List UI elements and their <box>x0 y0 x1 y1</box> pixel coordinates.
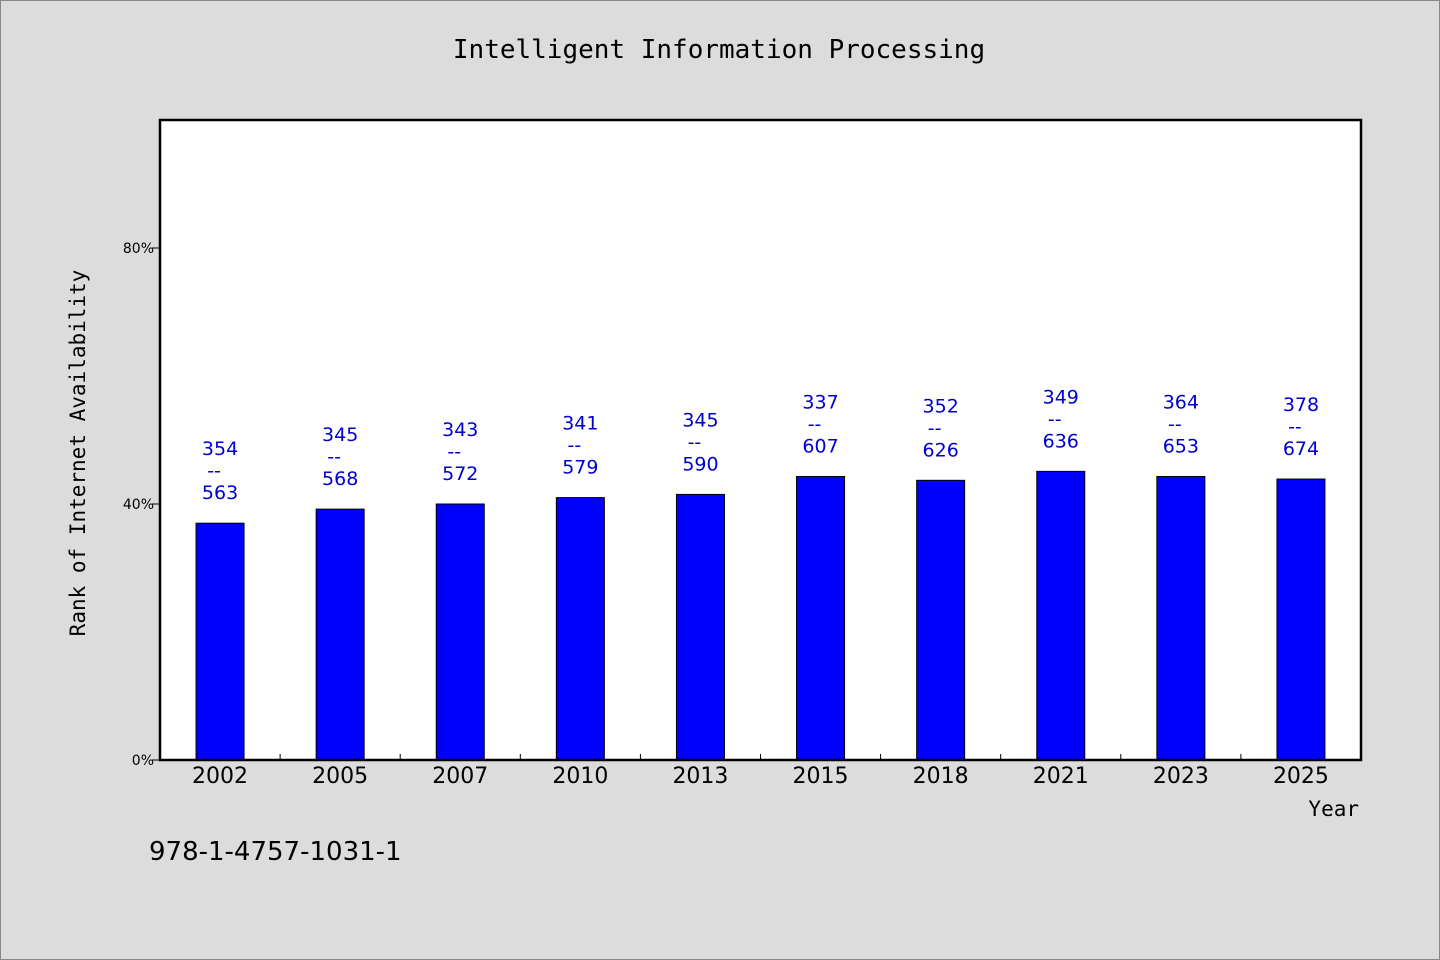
bar-2025 <box>1276 478 1326 761</box>
data-label-bottom-2021: 636 <box>1043 430 1079 452</box>
data-label-separator: -- <box>207 460 221 482</box>
y-tick-label: 80% <box>123 241 154 257</box>
x-axis-label: Year <box>1308 797 1359 821</box>
y-tick-label: 40% <box>123 497 154 513</box>
data-label-separator: -- <box>1168 413 1182 435</box>
data-label-top-2010: 341 <box>562 413 598 435</box>
data-label-top-2002: 354 <box>202 438 238 460</box>
x-tick-label-2023: 2023 <box>1153 764 1209 789</box>
x-tick-label-2005: 2005 <box>312 764 368 789</box>
x-tick-label-2010: 2010 <box>552 764 608 789</box>
x-tick-label-2002: 2002 <box>192 764 248 789</box>
data-label-top-2015: 337 <box>802 391 838 413</box>
data-label-bottom-2015: 607 <box>802 435 838 457</box>
data-label-top-2018: 352 <box>923 395 959 417</box>
data-label-separator: -- <box>928 417 942 439</box>
data-label-bottom-2013: 590 <box>682 453 718 475</box>
data-label-bottom-2005: 568 <box>322 468 358 490</box>
data-label-separator: -- <box>1288 416 1302 438</box>
data-label-top-2025: 378 <box>1283 394 1319 416</box>
data-label-separator: -- <box>688 431 702 453</box>
data-label-separator: -- <box>1048 408 1062 430</box>
data-label-bottom-2025: 674 <box>1283 438 1319 460</box>
data-label-bottom-2023: 653 <box>1163 435 1199 457</box>
x-tick-label-2018: 2018 <box>913 764 969 789</box>
chart-title: Intelligent Information Processing <box>452 35 986 65</box>
data-label-top-2021: 349 <box>1043 386 1079 408</box>
x-tick-label-2007: 2007 <box>432 764 488 789</box>
data-label-top-2013: 345 <box>682 409 718 431</box>
data-label-separator: -- <box>447 441 461 463</box>
data-label-bottom-2007: 572 <box>442 463 478 485</box>
y-tick-label: 0% <box>132 753 154 769</box>
x-tick-label-2013: 2013 <box>672 764 728 789</box>
data-label-top-2005: 345 <box>322 424 358 446</box>
bar-2021 <box>1036 470 1086 761</box>
data-label-bottom-2002: 563 <box>202 482 238 504</box>
x-tick-label-2021: 2021 <box>1033 764 1089 789</box>
data-label-bottom-2018: 626 <box>923 439 959 461</box>
data-label-bottom-2010: 579 <box>562 457 598 479</box>
bar-2023 <box>1156 475 1206 761</box>
isbn-code: 978-1-4757-1031-1 <box>149 837 402 867</box>
x-tick-label-2015: 2015 <box>793 764 849 789</box>
bar-2018 <box>916 479 966 761</box>
bar-2010 <box>555 497 605 761</box>
bar-2007 <box>435 503 485 761</box>
x-tick-label-2025: 2025 <box>1273 764 1329 789</box>
data-label-separator: -- <box>327 446 341 468</box>
data-label-top-2023: 364 <box>1163 391 1199 413</box>
data-label-separator: -- <box>567 435 581 457</box>
bar-2013 <box>675 493 725 761</box>
data-label-top-2007: 343 <box>442 419 478 441</box>
bar-2002 <box>195 522 245 761</box>
bar-2005 <box>315 508 365 761</box>
bar-2015 <box>796 475 846 761</box>
data-label-separator: -- <box>808 413 822 435</box>
